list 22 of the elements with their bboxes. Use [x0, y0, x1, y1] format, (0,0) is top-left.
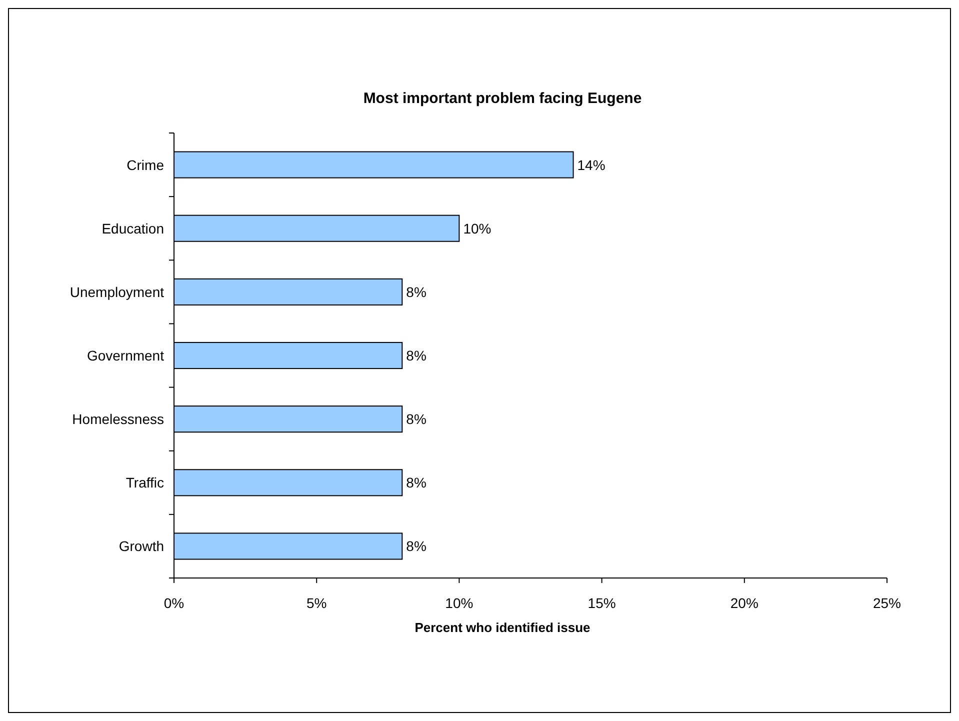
y-tick-label: Homelessness — [72, 411, 164, 428]
data-label: 8% — [406, 348, 426, 364]
y-tick-label: Government — [86, 348, 164, 364]
data-label: 8% — [406, 284, 426, 300]
data-label: 8% — [406, 538, 426, 554]
x-tick-label: 0% — [164, 595, 184, 611]
data-label: 10% — [463, 220, 492, 236]
x-tick-label: 10% — [445, 595, 474, 611]
x-tick-label: 20% — [730, 595, 758, 611]
data-label: 14% — [577, 156, 606, 173]
x-tick-label: 25% — [872, 595, 902, 611]
data-label: 8% — [406, 411, 426, 428]
y-tick-label: Traffic — [126, 474, 164, 491]
y-tick-label: Crime — [126, 156, 164, 173]
y-tick-label: Unemployment — [70, 284, 164, 300]
x-axis-title: Percent who identified issue — [414, 620, 590, 635]
data-label: 8% — [406, 474, 426, 491]
y-tick-label: Education — [102, 220, 164, 236]
x-tick-label: 15% — [588, 595, 616, 611]
y-tick-label: Growth — [118, 538, 164, 554]
chart-title: Most important problem facing Eugene — [363, 90, 642, 107]
x-tick-label: 5% — [306, 595, 327, 611]
